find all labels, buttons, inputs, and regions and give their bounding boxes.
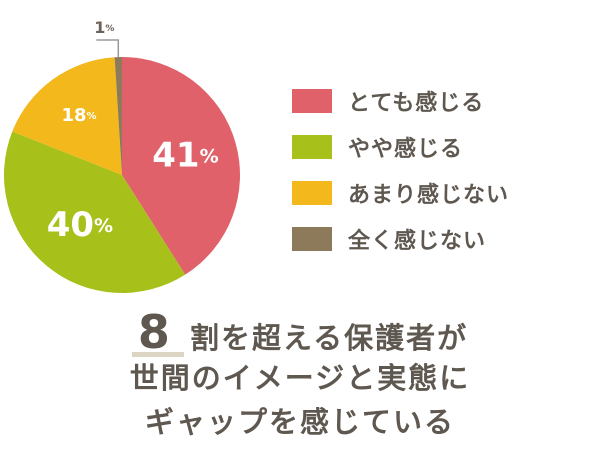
caption-line-1-text: 割を超える保護者が <box>189 321 469 355</box>
caption-line-2: 世間のイメージと実態に <box>129 361 471 395</box>
legend-item: あまり感じない <box>292 180 510 208</box>
legend-item: やや感じる <box>292 134 509 162</box>
pie-slice <box>3 131 186 293</box>
slice-value-label: 41% <box>152 135 218 175</box>
leader-line <box>96 39 120 58</box>
legend-item: とても感じる <box>292 88 509 116</box>
pie-slice <box>114 57 122 175</box>
legend-swatch <box>292 181 332 205</box>
legend-swatch <box>292 135 332 159</box>
caption-line-1: 8 割を超える保護者が <box>0 309 600 357</box>
legend-item: 全く感じない <box>292 226 509 254</box>
legend-swatch <box>292 227 332 251</box>
caption-highlight-number: 8 <box>131 309 184 357</box>
legend: とても感じる やや感じる あまり感じない 全く感じない <box>292 88 509 272</box>
caption: 8 割を超える保護者が 世間のイメージと実態に ギャップを感じている <box>0 309 600 444</box>
legend-label: あまり感じない <box>348 183 510 208</box>
legend-label: とても感じる <box>348 91 485 116</box>
legend-swatch <box>292 89 332 113</box>
slice-value-label: 18% <box>61 105 96 126</box>
pie-slice <box>12 57 122 175</box>
slice-value-label: 1% <box>94 18 114 37</box>
caption-line-3: ギャップを感じている <box>144 405 455 439</box>
legend-label: やや感じる <box>348 137 464 162</box>
slice-value-label: 40% <box>47 204 113 244</box>
pie-slice <box>122 57 241 275</box>
legend-label: 全く感じない <box>348 229 487 254</box>
pie-chart: 41% 40% 18% 1% <box>3 18 241 293</box>
